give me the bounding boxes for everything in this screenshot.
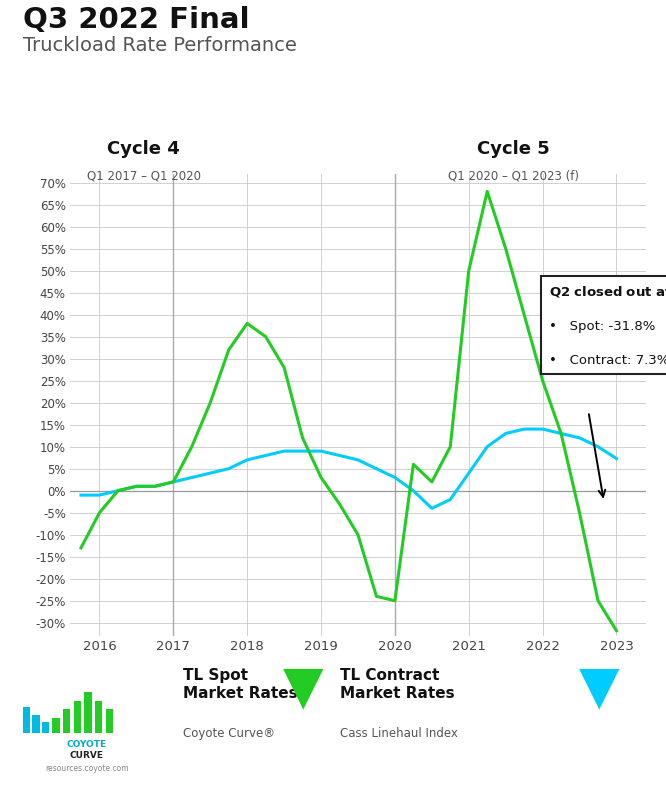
Text: Q1 2020 – Q1 2023 (f): Q1 2020 – Q1 2023 (f) <box>448 170 579 182</box>
Bar <box>95 701 103 733</box>
Text: Cass Linehaul Index: Cass Linehaul Index <box>340 727 458 739</box>
Text: resources.coyote.com: resources.coyote.com <box>45 764 129 773</box>
Bar <box>32 715 40 733</box>
Text: Cycle 5: Cycle 5 <box>477 140 549 158</box>
Bar <box>106 709 113 733</box>
Text: Truckload Rate Performance: Truckload Rate Performance <box>23 36 297 55</box>
Bar <box>41 722 49 733</box>
Bar <box>74 701 81 733</box>
Bar <box>63 709 71 733</box>
Text: COYOTE: COYOTE <box>67 740 107 750</box>
Text: ▼: ▼ <box>283 661 323 713</box>
Text: $\mathbf{Q2\ closed\ out\ at:}$

•   Spot: -31.8%

•   Contract: 7.3%: $\mathbf{Q2\ closed\ out\ at:}$ • Spot: … <box>549 284 666 367</box>
Text: TL Spot
Market Rates: TL Spot Market Rates <box>183 668 298 702</box>
Text: Cycle 4: Cycle 4 <box>107 140 180 158</box>
Text: ▼: ▼ <box>579 661 619 713</box>
Text: TL Contract
Market Rates: TL Contract Market Rates <box>340 668 454 702</box>
Text: CURVE: CURVE <box>69 751 104 760</box>
Text: Q3 2022 Final: Q3 2022 Final <box>23 6 250 34</box>
Bar <box>84 692 92 733</box>
Text: Coyote Curve®: Coyote Curve® <box>183 727 275 739</box>
Bar <box>53 718 60 733</box>
Text: Q1 2017 – Q1 2020: Q1 2017 – Q1 2020 <box>87 170 200 182</box>
Bar <box>23 706 31 733</box>
